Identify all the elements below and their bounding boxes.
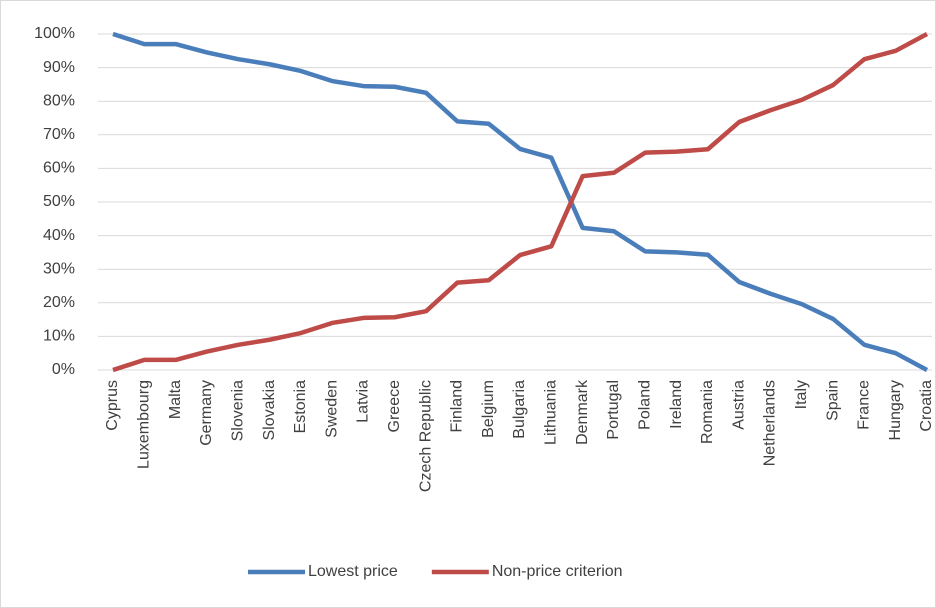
y-tick-label: 0% [52,361,75,378]
x-tick-label: Malta [167,380,184,419]
x-tick-label: Germany [198,380,215,446]
data-line [112,31,929,372]
y-tick-label: 80% [43,92,75,109]
x-tick-label: Lithuania [543,380,560,445]
x-tick-label: Cyprus [104,380,121,431]
x-tick-label: Romania [699,380,716,444]
x-tick-label: Finland [449,380,466,432]
x-tick-label: Hungary [887,380,904,440]
y-tick-label: 50% [43,193,75,210]
y-tick-label: 30% [43,260,75,277]
x-tick-label: Denmark [574,379,591,445]
x-tick-label: Sweden [323,380,340,438]
y-tick-label: 90% [43,59,75,76]
x-tick-label: Luxembourg [136,380,153,469]
data-line [112,32,929,373]
y-tick-label: 10% [43,328,75,345]
x-tick-label: Netherlands [762,380,779,466]
legend-label: Lowest price [308,563,398,580]
x-tick-label: Latvia [355,380,372,423]
y-tick-label: 100% [34,25,75,42]
x-tick-label: Belgium [480,380,497,438]
x-tick-label: Poland [636,380,653,430]
x-tick-label: Bulgaria [511,380,528,439]
y-tick-label: 60% [43,160,75,177]
x-tick-label: Slovakia [261,380,278,441]
y-tick-label: 70% [43,126,75,143]
x-tick-label: Croatia [918,380,935,432]
y-tick-label: 40% [43,227,75,244]
x-tick-label: Slovenia [229,380,246,441]
x-tick-label: Czech Republic [417,380,434,492]
x-tick-label: Austria [730,380,747,430]
x-tick-label: Italy [793,380,810,409]
x-tick-label: Greece [386,380,403,433]
x-tick-label: Portugal [605,380,622,440]
legend-label: Non-price criterion [492,563,623,580]
y-tick-label: 20% [43,294,75,311]
x-tick-label: Ireland [668,380,685,429]
x-tick-label: Estonia [292,380,309,433]
x-tick-label: France [856,380,873,430]
x-tick-label: Spain [824,380,841,421]
